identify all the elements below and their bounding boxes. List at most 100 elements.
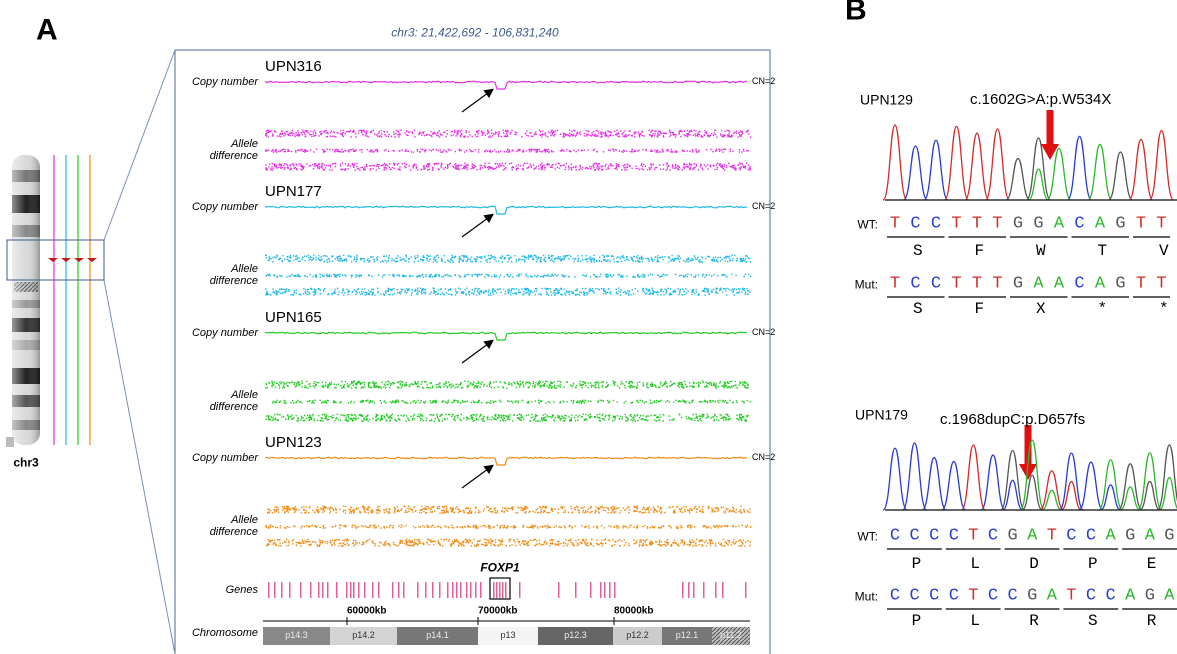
allele-dot — [628, 164, 631, 167]
allele-dot — [740, 135, 742, 137]
allele-dot — [363, 288, 366, 290]
allele-dot — [357, 132, 360, 134]
allele-dot — [367, 385, 370, 387]
allele-dot — [630, 135, 633, 137]
allele-dot — [475, 294, 478, 296]
allele-dot — [325, 401, 327, 403]
allele-dot — [563, 150, 565, 152]
allele-dot — [399, 133, 401, 135]
allele-dot — [476, 275, 479, 278]
allele-dot — [392, 382, 394, 384]
allele-dot — [552, 151, 555, 153]
allele-dot — [585, 167, 587, 169]
allele-dot — [323, 164, 325, 166]
allele-dot — [328, 275, 330, 277]
allele-dot — [465, 149, 468, 151]
allele-dot — [334, 291, 336, 294]
allele-dot — [607, 288, 610, 290]
allele-dot — [494, 400, 497, 403]
allele-dot — [729, 259, 732, 261]
allele-dot — [314, 385, 317, 387]
allele-dot — [650, 131, 652, 133]
allele-dot — [460, 419, 462, 422]
allele-dot — [280, 136, 282, 138]
allele-dot — [603, 256, 605, 258]
allele-dot — [598, 132, 600, 134]
allele-dot — [406, 291, 408, 294]
allele-dot — [641, 163, 643, 165]
allele-dot — [476, 274, 479, 277]
allele-dot — [509, 294, 512, 296]
allele-dot — [347, 163, 350, 165]
allele-dot — [479, 274, 481, 276]
allele-dot — [642, 169, 644, 171]
allele-dot — [721, 400, 724, 402]
allele-dot — [443, 294, 446, 296]
allele-dot — [707, 135, 709, 137]
allele-dot — [593, 148, 596, 151]
allele-dot — [459, 257, 462, 260]
allele-dot — [355, 136, 357, 138]
allele-dot — [542, 130, 544, 132]
allele-dot — [689, 508, 691, 511]
allele-dot — [510, 288, 513, 290]
allele-dot — [600, 288, 603, 290]
allele-dot — [478, 399, 480, 402]
allele-dot — [583, 419, 586, 421]
allele-dot — [650, 163, 652, 165]
allele-dot — [735, 130, 738, 132]
allele-dot — [493, 401, 495, 403]
allele-dot — [435, 291, 437, 293]
allele-dot — [275, 294, 278, 296]
allele-dot — [747, 290, 749, 292]
allele-dot — [366, 259, 369, 261]
allele-dot — [660, 294, 662, 296]
allele-dot — [301, 415, 303, 418]
allele-dot — [417, 382, 419, 385]
allele-dot — [376, 386, 378, 388]
allele-dot — [720, 133, 722, 135]
allele-dot — [290, 402, 292, 404]
allele-dot — [709, 401, 712, 403]
allele-dot — [589, 413, 591, 415]
allele-dot — [353, 166, 355, 168]
allele-dot — [437, 132, 439, 134]
allele-dot — [466, 418, 468, 421]
allele-dot — [692, 399, 694, 401]
allele-dot — [273, 418, 275, 420]
allele-dot — [327, 399, 329, 402]
allele-dot — [583, 135, 586, 137]
allele-dot — [286, 385, 289, 387]
allele-dot — [284, 163, 286, 165]
allele-dot — [373, 258, 375, 261]
allele-dot — [300, 132, 302, 134]
allele-dot — [267, 293, 269, 295]
allele-dot — [423, 131, 425, 133]
allele-dot — [637, 273, 639, 276]
allele-dot — [552, 260, 554, 262]
allele-dot — [480, 273, 483, 276]
allele-dot — [614, 415, 616, 418]
allele-dot — [320, 419, 322, 421]
allele-dot — [526, 130, 528, 132]
allele-dot — [353, 380, 356, 383]
allele-dot — [605, 133, 607, 135]
allele-dot — [347, 386, 350, 388]
allele-dot — [735, 384, 737, 386]
allele-dot — [683, 134, 685, 136]
allele-dot — [503, 256, 505, 259]
allele-dot — [652, 506, 655, 508]
allele-dot — [529, 291, 531, 293]
allele-dot — [701, 380, 704, 382]
allele-dot — [353, 417, 356, 419]
allele-dot — [526, 167, 528, 169]
allele-dot — [662, 290, 665, 293]
allele-dot — [548, 254, 550, 257]
allele-dot — [609, 260, 611, 262]
allele-dot — [509, 413, 511, 416]
allele-dot — [654, 168, 656, 171]
allele-dot — [640, 418, 642, 421]
allele-dot — [315, 259, 317, 261]
allele-dot — [525, 274, 528, 277]
allele-dot — [522, 149, 524, 151]
